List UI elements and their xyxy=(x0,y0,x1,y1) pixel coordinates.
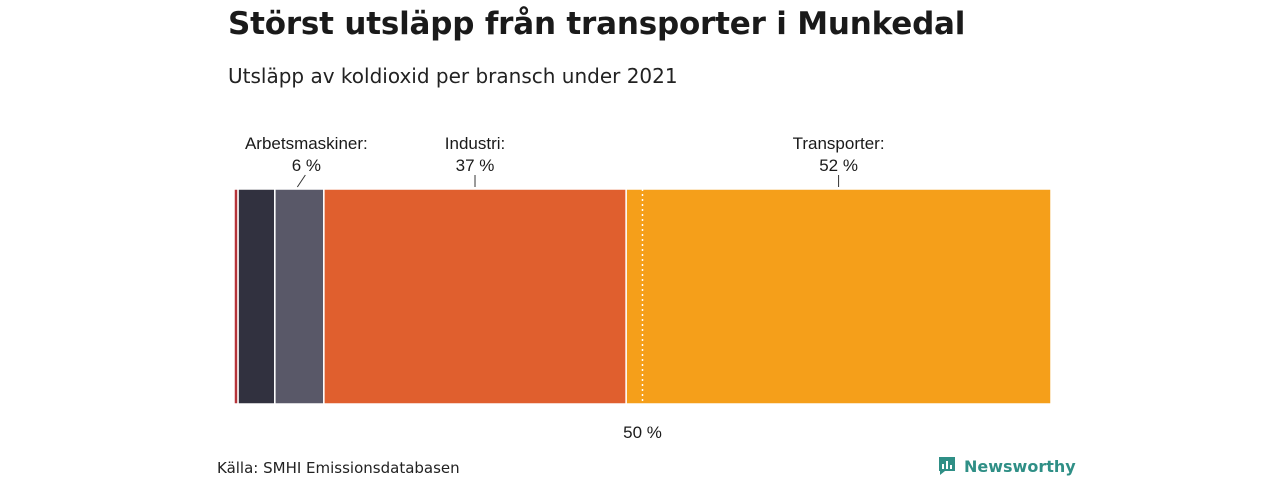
source-note: Källa: SMHI Emissionsdatabasen xyxy=(217,459,460,477)
reference-line-label: 50 % xyxy=(623,423,662,442)
segment-leader-2 xyxy=(296,174,306,188)
newsworthy-logo-text: Newsworthy xyxy=(964,456,1076,476)
segment-value-label-2: 6 % xyxy=(292,156,321,175)
newsworthy-logo: Newsworthy xyxy=(937,455,1076,477)
chart-title: Störst utsläpp från transporter i Munked… xyxy=(228,6,966,42)
segment-label-2: Arbetsmaskiner: xyxy=(245,134,368,153)
bar-segment-3 xyxy=(323,188,627,405)
newsworthy-logo-icon xyxy=(939,457,955,475)
bar-segment-2 xyxy=(274,188,325,405)
segment-value-label-3: 37 % xyxy=(456,156,495,175)
bar-segment-4 xyxy=(625,188,1052,405)
segment-label-3: Industri: xyxy=(445,134,505,153)
segment-label-4: Transporter: xyxy=(793,134,885,153)
chart-subtitle: Utsläpp av koldioxid per bransch under 2… xyxy=(228,64,678,88)
bar-segment-1 xyxy=(237,188,276,405)
segment-value-label-4: 52 % xyxy=(819,156,858,175)
